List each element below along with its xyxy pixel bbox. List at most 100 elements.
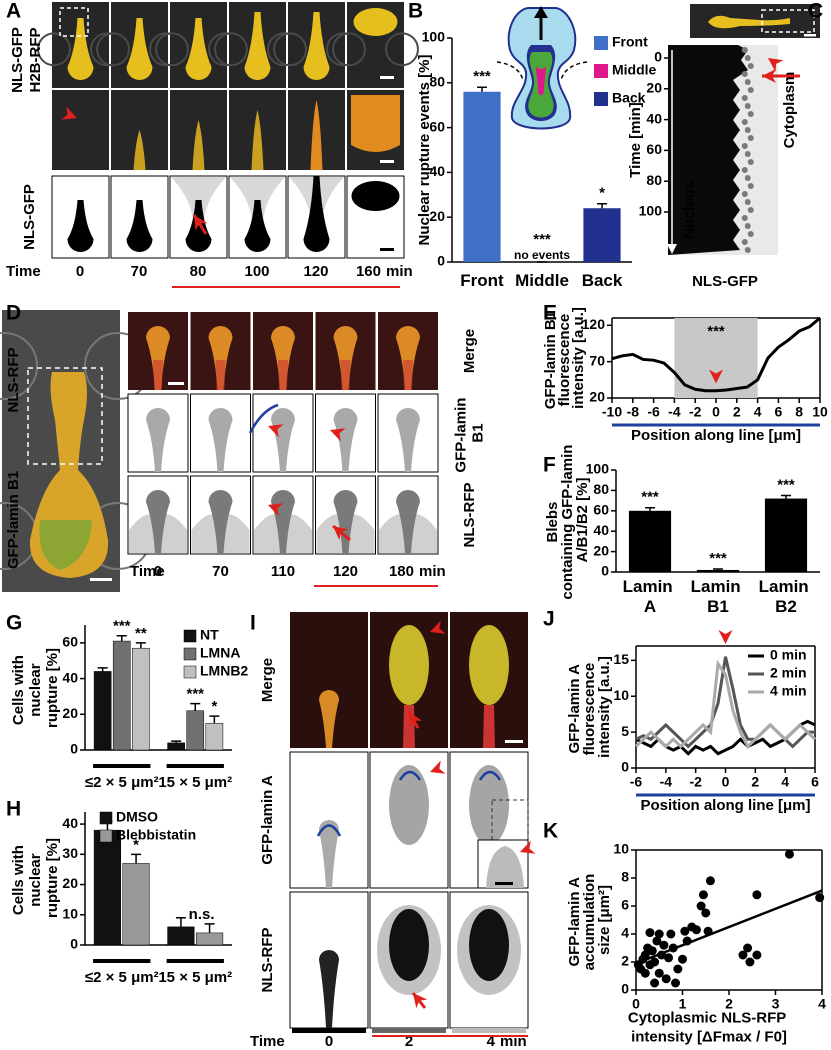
nls-signal: [396, 490, 420, 554]
red-arrowhead: [768, 58, 784, 72]
scale-bar: [168, 382, 184, 385]
bar: [764, 498, 808, 572]
error-bar: [190, 702, 201, 711]
y-tick-label: 10: [613, 687, 629, 703]
legend-swatch: [183, 629, 197, 643]
cell-inverted: [303, 176, 330, 253]
x-tick-label: 4: [818, 996, 826, 1012]
bar: [583, 208, 621, 262]
significance: ***: [186, 686, 204, 703]
roi-box: [761, 9, 815, 33]
x-tick-label: 6: [811, 774, 819, 790]
legend-label: 2 min: [770, 665, 807, 681]
significance: ***: [533, 231, 551, 248]
x-tick-label: 15 × 5 μm²: [158, 969, 232, 986]
nucleus-red: [153, 360, 163, 390]
bar: [463, 91, 501, 262]
x-tick-label: -6: [630, 774, 643, 790]
legend-label: Blebbistatin: [116, 827, 196, 843]
time-value: 80: [190, 263, 207, 280]
error-bar: [645, 506, 655, 511]
error-bar: [97, 667, 108, 672]
cell: [389, 625, 429, 705]
nucleus-red: [340, 360, 351, 390]
x-tick-label: 8: [795, 404, 803, 420]
x-tick-label: -4: [668, 404, 681, 420]
red-arrowhead: [709, 369, 723, 384]
cell-inverted: [126, 200, 153, 253]
channel-label: NLS-RFP: [5, 348, 22, 413]
bleb-outline: [248, 403, 279, 434]
nucleus-red: [403, 360, 413, 390]
y-tick-label: 20: [589, 389, 605, 405]
y-tick-label: 60: [646, 141, 662, 157]
significance: ***: [709, 550, 727, 567]
lamin-signal: [208, 408, 233, 472]
x-tick-label: 6: [775, 404, 783, 420]
point: [815, 893, 825, 903]
row-label: Merge: [259, 658, 276, 702]
kymograph-dot: [744, 127, 751, 133]
cell-inverted: [244, 200, 271, 253]
y-tick-label: 20: [593, 542, 609, 558]
bar: [167, 742, 185, 751]
note: no events: [514, 248, 570, 262]
legend-swatch: [99, 829, 113, 843]
kymograph-dot: [741, 167, 748, 173]
scale-bar: [804, 34, 816, 37]
error-bar: [477, 86, 487, 92]
y-tick-label: 0: [601, 563, 609, 579]
y-tick-label: 0: [654, 49, 662, 65]
point: [682, 936, 692, 946]
time-value: 70: [212, 563, 229, 580]
bar: [112, 640, 131, 751]
point: [657, 950, 667, 960]
inset-signal: [486, 846, 524, 888]
lamin-signal: [146, 408, 170, 472]
y-tick-label: 0: [621, 759, 629, 775]
pillar: [385, 32, 419, 67]
x-tick-label: Front: [460, 271, 504, 290]
kymograph-dot: [744, 151, 751, 157]
kymograph-dot: [741, 143, 748, 149]
panel-label: I: [250, 612, 256, 635]
time-value: 120: [333, 563, 358, 580]
time-value: 2: [405, 1033, 413, 1050]
zoom-cell: [251, 110, 264, 170]
kymograph-dot: [747, 111, 754, 117]
bar: [93, 829, 121, 946]
highlight-region: [674, 318, 758, 398]
scale-bar: [380, 160, 394, 163]
red-arrowhead: [194, 215, 208, 231]
red-arrowhead: [430, 760, 446, 774]
kymograph-dot: [741, 239, 748, 245]
red-arrowhead: [413, 993, 428, 1009]
nls-signal: [333, 490, 358, 554]
y-tick-label: 30: [62, 845, 78, 861]
point: [752, 890, 762, 900]
x-tick-label: -8: [627, 404, 640, 420]
panel-label: J: [543, 608, 555, 631]
point: [645, 928, 655, 938]
channel-label: NLS-GFP: [692, 273, 758, 290]
point: [743, 943, 753, 953]
legend-label: Front: [612, 34, 648, 50]
legend-swatch: [594, 36, 608, 50]
red-arrowhead: [268, 424, 284, 438]
y-tick-label: 60: [593, 502, 609, 518]
significance: ***: [777, 476, 795, 493]
cell-inverted: [67, 200, 94, 253]
cell-green: [39, 520, 92, 570]
y-tick-label: 15: [613, 651, 629, 667]
time-unit: min: [419, 563, 446, 580]
panel-label: C: [808, 0, 823, 23]
y-tick-label: 40: [646, 110, 662, 126]
pillar: [214, 32, 248, 67]
kymograph-dot: [747, 231, 754, 237]
y-axis-label: Cells with nuclear rupture [%]: [10, 648, 61, 728]
error-bar: [781, 494, 791, 499]
y-tick-label: 0: [621, 981, 629, 997]
error-bar: [171, 740, 182, 743]
y-tick-label: 20: [62, 875, 78, 891]
bar: [196, 932, 224, 946]
